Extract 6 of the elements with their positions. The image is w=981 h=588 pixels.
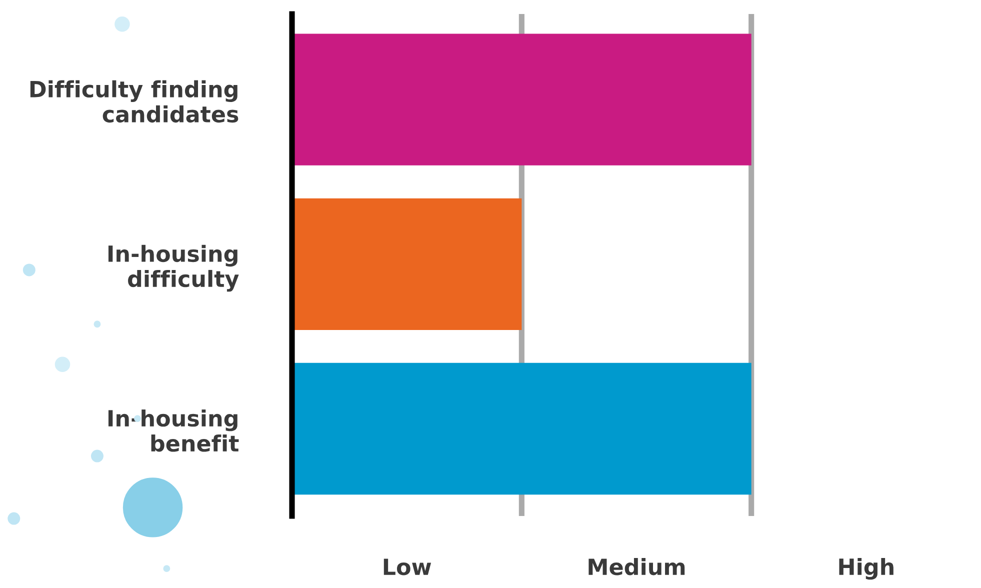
text: Medium (588, 558, 685, 576)
y-tick-label: In-housing difficulty (108, 244, 239, 292)
y-tick-label: Difficulty finding candidates (30, 80, 238, 123)
y-tick-label: In-housing benefit (108, 409, 239, 452)
text: High (839, 558, 894, 580)
text: Low (384, 558, 432, 576)
